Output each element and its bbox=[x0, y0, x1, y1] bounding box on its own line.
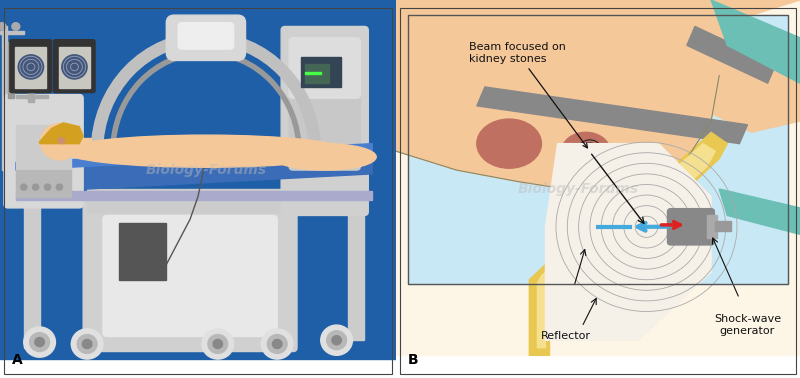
Circle shape bbox=[58, 138, 65, 144]
Circle shape bbox=[21, 184, 27, 190]
Polygon shape bbox=[16, 151, 372, 193]
Circle shape bbox=[24, 327, 55, 357]
Bar bbox=[16, 125, 71, 170]
FancyBboxPatch shape bbox=[667, 209, 714, 245]
Circle shape bbox=[326, 331, 346, 350]
Ellipse shape bbox=[63, 135, 349, 167]
Bar bbox=[28, 57, 34, 102]
Circle shape bbox=[202, 329, 234, 359]
FancyBboxPatch shape bbox=[289, 38, 360, 98]
Bar bbox=[301, 57, 341, 87]
Circle shape bbox=[35, 338, 44, 347]
Polygon shape bbox=[40, 123, 83, 144]
FancyBboxPatch shape bbox=[4, 94, 83, 208]
Bar bbox=[8, 42, 14, 98]
Circle shape bbox=[267, 335, 287, 353]
FancyBboxPatch shape bbox=[281, 26, 368, 215]
Bar bbox=[305, 64, 329, 83]
Text: B: B bbox=[408, 353, 418, 367]
Bar bbox=[67, 138, 91, 151]
Text: Beam focused on
kidney stones: Beam focused on kidney stones bbox=[469, 42, 587, 148]
FancyBboxPatch shape bbox=[289, 94, 360, 170]
Bar bbox=[396, 355, 800, 378]
Polygon shape bbox=[538, 144, 715, 348]
Circle shape bbox=[62, 55, 87, 79]
Polygon shape bbox=[719, 189, 800, 234]
Circle shape bbox=[71, 329, 103, 359]
Ellipse shape bbox=[562, 132, 610, 170]
Polygon shape bbox=[396, 0, 800, 189]
FancyBboxPatch shape bbox=[103, 215, 277, 336]
Bar bbox=[715, 221, 731, 231]
Circle shape bbox=[208, 335, 228, 353]
Bar bbox=[349, 197, 364, 340]
Circle shape bbox=[40, 124, 78, 160]
Text: Biology-Forums: Biology-Forums bbox=[146, 163, 266, 177]
Bar bbox=[24, 197, 40, 348]
Bar bbox=[15, 47, 46, 88]
Polygon shape bbox=[530, 132, 727, 355]
Circle shape bbox=[33, 184, 39, 190]
Circle shape bbox=[82, 339, 92, 349]
Bar bbox=[0, 359, 396, 378]
Bar bbox=[16, 170, 71, 197]
Circle shape bbox=[581, 143, 599, 160]
Bar bbox=[408, 15, 788, 284]
Text: Reflector: Reflector bbox=[541, 332, 590, 341]
Circle shape bbox=[78, 335, 97, 353]
Circle shape bbox=[321, 325, 353, 355]
Circle shape bbox=[30, 333, 50, 352]
FancyBboxPatch shape bbox=[83, 200, 297, 352]
Bar bbox=[707, 215, 717, 238]
Circle shape bbox=[44, 184, 50, 190]
Ellipse shape bbox=[274, 144, 376, 170]
Bar bbox=[16, 191, 372, 200]
FancyBboxPatch shape bbox=[54, 40, 95, 93]
Bar bbox=[16, 95, 47, 98]
Bar bbox=[58, 47, 90, 88]
Polygon shape bbox=[711, 0, 800, 83]
FancyBboxPatch shape bbox=[10, 40, 51, 93]
Polygon shape bbox=[546, 144, 711, 340]
Circle shape bbox=[332, 336, 342, 345]
Polygon shape bbox=[687, 0, 800, 132]
Circle shape bbox=[0, 23, 6, 30]
Text: A: A bbox=[12, 353, 22, 367]
Circle shape bbox=[56, 184, 62, 190]
Circle shape bbox=[12, 23, 20, 30]
Polygon shape bbox=[687, 26, 776, 83]
Polygon shape bbox=[477, 87, 747, 144]
Circle shape bbox=[18, 55, 43, 79]
Polygon shape bbox=[16, 144, 372, 170]
FancyBboxPatch shape bbox=[178, 23, 234, 49]
Ellipse shape bbox=[477, 119, 542, 168]
Bar bbox=[2, 26, 6, 170]
Circle shape bbox=[213, 339, 222, 349]
Text: Shock-wave
generator: Shock-wave generator bbox=[714, 314, 781, 336]
Bar bbox=[305, 72, 321, 74]
Circle shape bbox=[262, 329, 293, 359]
Bar bbox=[408, 15, 788, 284]
FancyBboxPatch shape bbox=[166, 15, 246, 60]
Text: Biology-Forums: Biology-Forums bbox=[518, 182, 638, 196]
Circle shape bbox=[273, 339, 282, 349]
Bar bbox=[87, 189, 293, 212]
Bar bbox=[0, 31, 24, 34]
Bar bbox=[118, 223, 166, 280]
